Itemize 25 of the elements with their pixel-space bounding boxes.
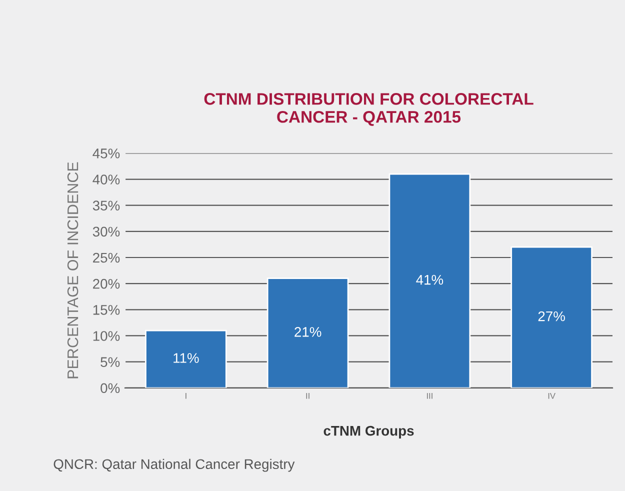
y-tick-label: 20% [93, 278, 120, 289]
bar [510, 246, 592, 388]
y-axis-title: PERCENTAGE OF INCIDENCE [67, 162, 78, 378]
x-axis-title: cTNM Groups [324, 426, 414, 438]
chart-title: CTNM DISTRIBUTION FOR COLORECTAL CANCER - QATAR 2015 [204, 93, 534, 126]
y-tick-label: 10% [93, 331, 120, 341]
y-tick-label: 5% [100, 357, 120, 367]
bar [145, 330, 227, 388]
x-tick-label: III [426, 393, 432, 399]
data-label: 41% [416, 274, 444, 285]
data-label: 21% [294, 327, 322, 337]
y-tick-label: 35% [92, 200, 120, 211]
data-label: 27% [538, 311, 565, 322]
y-tick-label: 45% [92, 148, 120, 158]
data-label: 11% [174, 353, 199, 363]
text: QNCR: Qatar National Cancer Registry [54, 458, 295, 472]
bar [266, 278, 349, 388]
bar [388, 173, 471, 388]
y-tick-label: 25% [93, 252, 120, 263]
y-tick-label: 15% [93, 305, 120, 315]
y-tick-label: 0% [100, 383, 120, 394]
x-tick-label: II [306, 393, 310, 399]
x-tick-label: IV [548, 393, 556, 399]
y-tick-label: 30% [92, 226, 120, 237]
y-tick-label: 40% [92, 174, 120, 184]
